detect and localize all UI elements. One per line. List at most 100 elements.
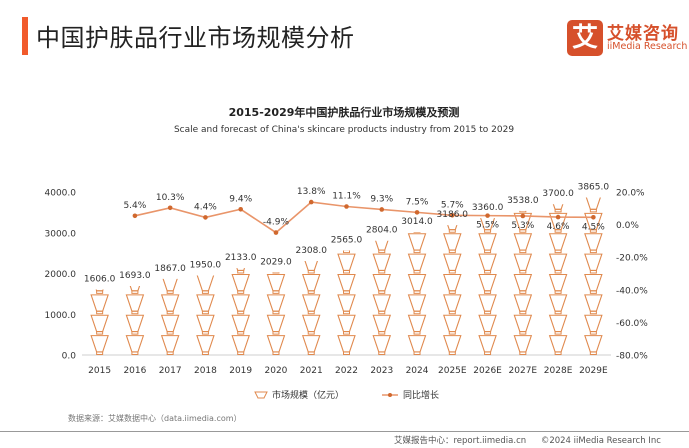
bottle-symbol (125, 314, 145, 333)
x-tick-label: 2016 (123, 366, 146, 376)
bottle-symbol (337, 314, 356, 333)
growth-value-label: 4.5% (582, 222, 605, 232)
chart-subtitle: Scale and forecast of China's skincare p… (174, 125, 514, 135)
y-right-tick-label: -20.0% (616, 254, 648, 264)
bottle-symbol (160, 335, 180, 353)
legend-label-market-size: 市场规模（亿元） (272, 389, 344, 401)
bar-series (90, 197, 603, 356)
y-left-tick-label: 0.0 (62, 352, 77, 362)
bottle-cap (519, 269, 527, 274)
bottle-symbol (584, 294, 603, 312)
x-tick-label: 2024 (406, 366, 429, 376)
bar (90, 289, 109, 356)
bottle-cap (237, 269, 245, 274)
bottle-cap (519, 210, 527, 213)
line-series (132, 199, 596, 235)
growth-line (134, 201, 594, 234)
bar-value-label: 3538.0 (507, 196, 539, 206)
bottle-symbol (548, 273, 568, 292)
bottle-cap (166, 290, 174, 294)
bottle-symbol (337, 253, 356, 271)
bar (443, 225, 462, 355)
bottle-cap (554, 249, 562, 254)
bottle-cap (166, 351, 174, 355)
bottle-symbol (478, 335, 497, 353)
growth-value-label: 11.1% (332, 192, 361, 202)
bottle-cap (448, 331, 456, 335)
footer-divider (0, 431, 689, 432)
bottle-cap (378, 351, 386, 355)
bottle-symbol (231, 294, 250, 312)
bottle-symbol (266, 294, 286, 312)
bar (407, 232, 427, 356)
growth-value-label: 5.4% (123, 201, 146, 211)
bottle-cap (519, 351, 527, 355)
bottle-symbol (372, 294, 392, 312)
bottle-cap (448, 290, 456, 294)
logo-text-cn: 艾媒咨询 (607, 24, 679, 44)
bottle-cap (519, 229, 527, 233)
x-tick-label: 2015 (88, 366, 111, 376)
growth-point (591, 214, 596, 220)
bottle-cap (272, 310, 280, 315)
bottle-cap (378, 331, 386, 335)
bottle-cap (307, 331, 315, 335)
bottle-symbol (301, 314, 321, 333)
report-center-link[interactable]: 艾媒报告中心：report.iimedia.cn (394, 436, 527, 446)
bottle-symbol (513, 314, 533, 333)
bottle-symbol (231, 335, 250, 353)
bottle-symbol (513, 233, 533, 251)
bottle-symbol (548, 294, 568, 312)
bottle-cap (413, 249, 421, 254)
bottle-symbol (266, 335, 286, 353)
bottle-cap (519, 290, 527, 294)
bottle-cap (166, 310, 174, 315)
bottle-symbol (478, 253, 497, 271)
legend-item-market-size[interactable]: 市场规模（亿元） (254, 389, 344, 401)
bottle-symbol (231, 273, 250, 292)
bottle-cap (96, 351, 104, 356)
legend-marker-icon (388, 393, 392, 397)
growth-point (273, 230, 279, 235)
bottle-symbol (196, 275, 215, 292)
bottle-cap (519, 249, 527, 254)
bottle-cap (96, 290, 104, 294)
bar (266, 272, 286, 355)
bottle-cap (589, 249, 597, 254)
bottle-cap (589, 269, 597, 274)
bottle-cap (96, 310, 104, 315)
y-right-tick-label: -80.0% (616, 352, 648, 362)
bottle-cap (272, 331, 280, 335)
growth-value-label: 13.8% (297, 187, 326, 197)
bottle-cap (413, 310, 421, 315)
bar-value-label: 1950.0 (190, 261, 222, 271)
growth-point (344, 204, 349, 209)
bottle-symbol (160, 314, 180, 333)
bar-value-label: 3700.0 (542, 189, 574, 199)
bottle-cap (484, 249, 492, 254)
bottle-symbol (548, 233, 568, 251)
bottle-symbol (443, 314, 462, 333)
bottle-symbol (584, 253, 603, 271)
bar (125, 286, 145, 356)
bottle-cap (554, 269, 562, 274)
legend-item-growth[interactable]: 同比增长 (382, 389, 439, 401)
bottle-symbol (372, 314, 392, 333)
bottle-cap (413, 269, 421, 274)
bottle-symbol (584, 233, 603, 251)
growth-point (203, 215, 208, 220)
growth-value-label: 4.6% (547, 222, 570, 232)
x-tick-label: 2021 (300, 366, 323, 376)
bottle-cap (378, 290, 386, 294)
bottle-cap (201, 331, 209, 335)
bar (160, 278, 180, 355)
bottle-symbol (337, 335, 356, 353)
page-title: 中国护肤品行业市场规模分析 (36, 24, 355, 52)
bottle-cap (589, 351, 597, 355)
bottle-cap (413, 351, 421, 356)
growth-point (485, 213, 490, 218)
bottle-cap (131, 310, 139, 315)
bottle-cap (554, 208, 562, 213)
bottle-symbol (407, 253, 427, 271)
y-right-tick-label: 0.0% (616, 221, 639, 231)
